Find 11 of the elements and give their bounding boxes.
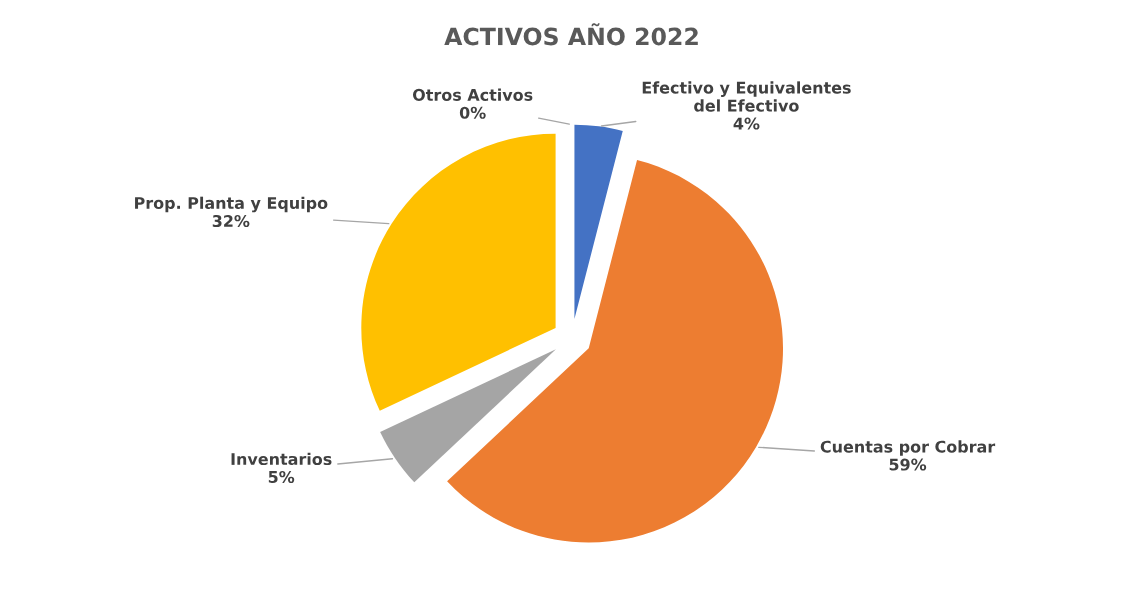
text: 0%	[459, 106, 486, 119]
chart-title: ACTIVOS AÑO 2022	[444, 23, 698, 46]
slice-label: Efectivo y Equivalentes del Efectivo	[642, 81, 851, 112]
data-label: 32%	[212, 214, 250, 228]
data-label: 59%	[889, 458, 927, 471]
category-label: Otros Activos	[412, 88, 533, 101]
slice-label: Prop. Planta y Equipo	[135, 196, 328, 213]
data-label: 5%	[268, 470, 295, 483]
slice-label: Cuentas por Cobrar	[820, 440, 996, 456]
slice-label: Inventarios	[231, 452, 332, 466]
data-label: 4%	[733, 117, 760, 130]
